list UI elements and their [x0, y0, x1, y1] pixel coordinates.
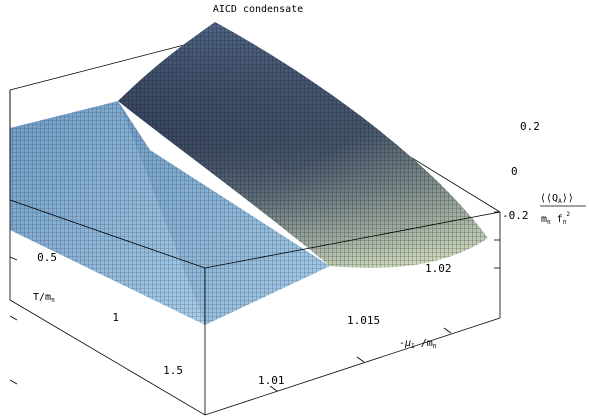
z-tick-label: 0.2: [520, 120, 540, 133]
x-tick-label: 1.02: [425, 262, 452, 275]
axis-ticks: [9, 211, 500, 392]
x-axis-label: -μI /mπ: [399, 338, 437, 350]
surface-sloped-region: [118, 22, 488, 268]
x-tick-label: 1.01: [258, 374, 285, 387]
surface-flat-region: [10, 101, 330, 325]
x-tick-label: 1.015: [347, 314, 380, 327]
chart-title: AICD condensate: [213, 4, 303, 15]
y-axis-label: T/mπ: [33, 292, 55, 304]
z-axis-label-numerator: ⟨⟨QA⟩⟩: [540, 193, 574, 205]
z-tick-label: 0: [511, 165, 518, 178]
bounding-box-front: [9, 90, 501, 416]
y-tick-label: 1: [112, 311, 119, 324]
z-axis-label: ⟨⟨QA⟩⟩ mπ fπ2: [540, 193, 586, 226]
y-tick-label: 0.5: [37, 251, 57, 264]
z-axis-label-denominator: mπ fπ2: [541, 211, 570, 226]
z-tick-label: -0.2: [502, 209, 529, 222]
y-tick-label: 1.5: [163, 364, 183, 377]
